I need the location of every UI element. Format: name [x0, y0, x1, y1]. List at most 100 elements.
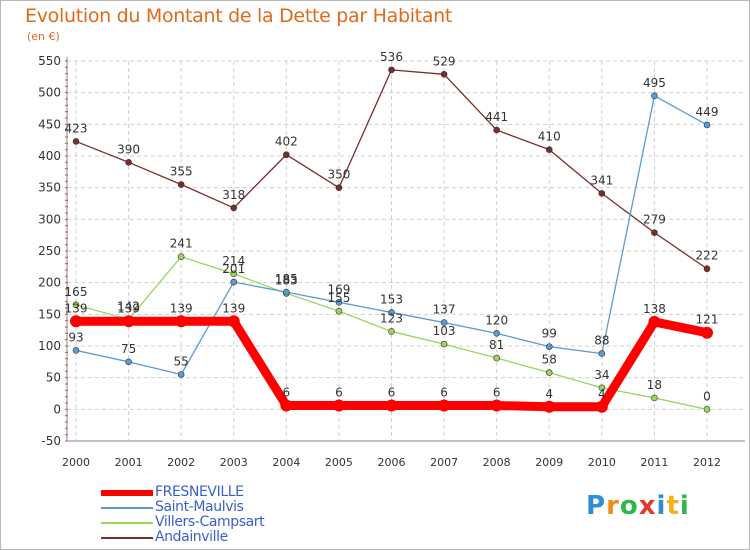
- y-tick-label: 300: [38, 212, 61, 226]
- data-label: 222: [696, 249, 719, 263]
- data-label: 6: [283, 386, 291, 400]
- data-point: [545, 343, 553, 350]
- chart-subtitle: (en €): [27, 30, 60, 43]
- data-label: 4: [598, 387, 606, 401]
- data-label: 318: [222, 188, 245, 202]
- x-tick-label: 2008: [483, 456, 511, 469]
- data-point: [651, 92, 658, 100]
- data-point: [332, 399, 345, 412]
- chart-title: Evolution du Montant de la Dette par Hab…: [25, 5, 453, 27]
- data-label: 55: [174, 355, 189, 369]
- y-tick-label: 350: [38, 181, 61, 195]
- data-point: [703, 121, 711, 129]
- logo-letter: r: [606, 491, 620, 521]
- data-point: [438, 399, 451, 412]
- data-point: [651, 394, 658, 402]
- logo-letter: P: [586, 491, 607, 521]
- x-tick-label: 2009: [535, 456, 563, 469]
- data-label: 93: [68, 330, 83, 344]
- data-label: 155: [327, 291, 350, 305]
- data-point: [493, 126, 500, 134]
- data-label: 355: [170, 165, 193, 179]
- data-label: 6: [388, 386, 396, 400]
- data-point: [175, 315, 188, 328]
- data-label: 350: [327, 168, 350, 182]
- x-tick-label: 2011: [640, 456, 668, 469]
- legend-swatch-andainville: [101, 537, 153, 539]
- data-label: 34: [594, 368, 609, 382]
- data-point: [493, 354, 500, 362]
- data-label: 6: [493, 386, 501, 400]
- data-label: 185: [275, 272, 298, 286]
- data-point: [598, 350, 606, 357]
- data-label: 58: [542, 353, 557, 367]
- data-point: [70, 315, 82, 328]
- data-point: [335, 184, 343, 191]
- data-point: [545, 369, 553, 376]
- data-label: 81: [489, 338, 504, 352]
- legend-swatch-fresneville: [101, 490, 153, 496]
- data-point: [595, 400, 608, 413]
- y-tick-label: 100: [38, 339, 61, 353]
- x-tick-label: 2000: [62, 456, 90, 469]
- data-point: [230, 204, 238, 212]
- data-label: 0: [703, 389, 711, 403]
- logo-letter: x: [638, 491, 657, 521]
- data-label: 201: [222, 262, 245, 276]
- x-tick-label: 2010: [588, 456, 616, 469]
- data-label: 423: [65, 121, 88, 135]
- data-point: [283, 288, 290, 296]
- data-label: 139: [170, 301, 193, 315]
- legend-label-andainville: Andainville: [155, 529, 228, 545]
- data-point: [493, 330, 500, 337]
- y-tick-label: 50: [46, 371, 61, 385]
- data-label: 120: [485, 313, 508, 327]
- data-point: [701, 326, 713, 339]
- y-tick-label: 0: [53, 402, 61, 416]
- data-point: [388, 66, 395, 74]
- x-tick-label: 2012: [693, 456, 721, 469]
- x-tick-label: 2004: [272, 456, 300, 469]
- logo-letter: t: [666, 491, 680, 521]
- y-tick-label: 150: [38, 307, 61, 321]
- data-point: [598, 190, 606, 197]
- data-label: 138: [643, 302, 666, 316]
- y-tick-label: 200: [38, 276, 61, 290]
- x-tick-label: 2003: [220, 456, 248, 469]
- data-point: [648, 315, 661, 328]
- data-point: [598, 384, 606, 392]
- data-point: [230, 270, 238, 278]
- data-label: 75: [121, 342, 136, 356]
- data-point: [72, 347, 80, 354]
- data-point: [335, 307, 343, 315]
- data-point: [227, 315, 240, 328]
- data-point: [125, 358, 132, 366]
- data-label: 183: [275, 273, 298, 287]
- y-tick-label: 250: [38, 244, 61, 258]
- data-label: 139: [65, 301, 88, 315]
- data-point: [125, 159, 132, 166]
- data-label: 4: [545, 387, 553, 401]
- data-point: [385, 399, 398, 412]
- data-label: 279: [643, 213, 666, 227]
- x-tick-label: 2005: [325, 456, 353, 469]
- x-tick-label: 2007: [430, 456, 458, 469]
- data-point: [703, 265, 711, 273]
- logo-letter: i: [656, 491, 667, 521]
- data-label: 241: [170, 237, 193, 251]
- data-label: 441: [485, 110, 508, 124]
- data-label: 153: [380, 292, 403, 306]
- y-tick-label: 450: [38, 117, 61, 131]
- data-label: 402: [275, 135, 298, 149]
- data-label: 137: [433, 303, 456, 317]
- proxiti-logo: Proxiti: [586, 491, 690, 521]
- data-point: [440, 340, 448, 348]
- data-point: [545, 146, 553, 153]
- data-point: [440, 319, 448, 326]
- logo-letter: o: [619, 491, 639, 521]
- data-label: 529: [433, 54, 456, 68]
- data-point: [651, 229, 658, 236]
- legend-swatch-saint-maulvis: [101, 507, 153, 509]
